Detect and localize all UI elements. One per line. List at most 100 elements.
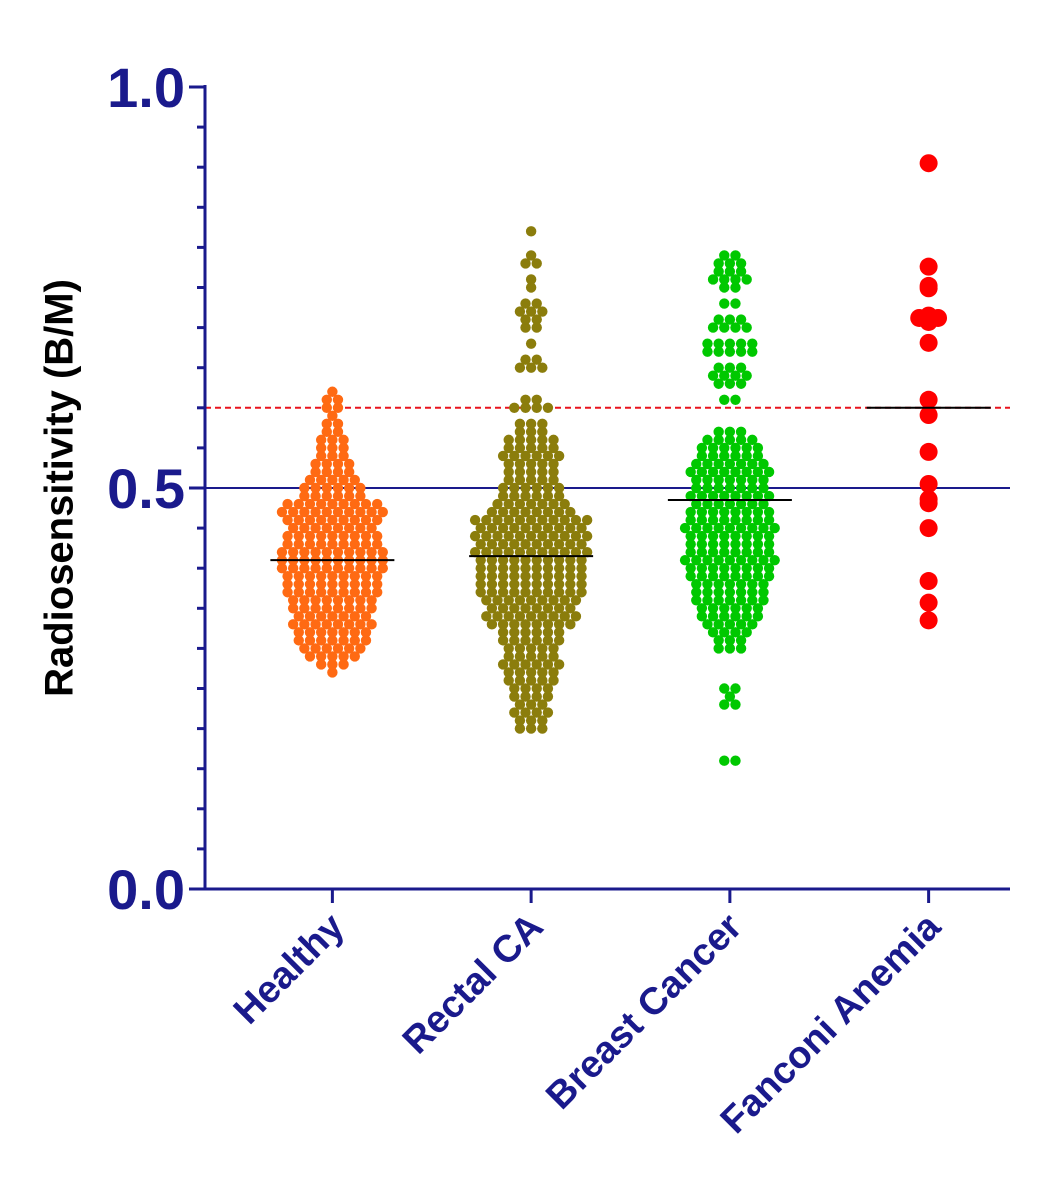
data-point: [735, 338, 747, 349]
data-point: [537, 458, 548, 470]
data-point: [497, 563, 509, 574]
data-point: [332, 643, 344, 654]
data-point: [537, 715, 548, 726]
data-point: [338, 611, 349, 622]
data-point: [520, 450, 531, 462]
data-point: [565, 619, 576, 630]
data-point: [366, 595, 377, 606]
data-point: [735, 362, 747, 373]
data-point: [299, 506, 310, 518]
data-point: [730, 530, 741, 542]
data-point: [542, 571, 554, 582]
data-point: [360, 579, 372, 590]
data-point: [758, 579, 769, 590]
data-point: [531, 579, 542, 590]
data-point: [327, 659, 338, 670]
data-point: [525, 442, 537, 454]
data-point: [475, 587, 486, 598]
data-point: [542, 707, 554, 718]
data-point: [514, 458, 526, 470]
data-point: [581, 546, 593, 558]
data-point: [371, 587, 383, 598]
data-point: [371, 579, 383, 590]
data-point: [553, 659, 565, 670]
data-point: [741, 490, 752, 502]
data-point: [315, 450, 327, 462]
data-point: [531, 603, 542, 614]
data-point: [355, 546, 366, 558]
data-point: [730, 394, 741, 405]
data-point: [747, 474, 758, 486]
data-point: [919, 257, 938, 276]
data-point: [503, 667, 514, 678]
data-point: [747, 619, 758, 630]
data-point: [486, 571, 498, 582]
data-point: [497, 619, 509, 630]
y-tick-label: 0.5: [107, 457, 185, 520]
data-point: [304, 579, 316, 590]
data-point: [531, 619, 542, 630]
data-point: [299, 643, 310, 654]
data-point: [299, 619, 310, 630]
data-point: [531, 683, 542, 694]
data-point: [576, 538, 587, 550]
data-point: [747, 458, 758, 470]
data-point: [679, 522, 691, 534]
data-point: [486, 538, 498, 550]
data-point: [514, 699, 526, 710]
data-point: [730, 538, 741, 550]
data-point: [542, 659, 554, 670]
data-point: [310, 619, 321, 630]
data-point: [548, 530, 559, 542]
data-point: [537, 667, 548, 678]
data-point: [719, 506, 730, 518]
data-point: [525, 611, 537, 622]
data-point: [758, 554, 769, 566]
data-point: [276, 546, 288, 558]
data-point: [509, 571, 520, 582]
data-point: [503, 611, 514, 622]
data-point: [730, 683, 741, 694]
data-point: [525, 498, 537, 510]
data-point: [559, 611, 570, 622]
data-point: [338, 474, 349, 486]
data-point: [548, 595, 559, 606]
data-point: [514, 474, 526, 486]
data-point: [338, 651, 349, 662]
data-point: [752, 450, 764, 462]
data-point: [492, 514, 503, 526]
x-tick-label: Fanconi Anemia: [713, 905, 950, 1142]
data-point: [304, 587, 316, 598]
data-point: [691, 595, 702, 606]
data-point: [719, 490, 730, 502]
data-point: [735, 595, 747, 606]
data-point: [691, 522, 702, 534]
data-point: [531, 707, 542, 718]
data-point: [707, 611, 719, 622]
data-point: [570, 514, 582, 526]
data-point: [919, 442, 938, 461]
data-point: [553, 522, 565, 534]
data-point: [360, 498, 372, 510]
data-point: [719, 755, 730, 766]
data-point: [315, 611, 327, 622]
data-point: [531, 258, 542, 269]
data-point: [293, 538, 304, 550]
data-point: [520, 659, 531, 670]
data-point: [514, 426, 526, 438]
data-point: [719, 683, 730, 694]
data-point: [531, 354, 542, 365]
data-point: [475, 538, 486, 550]
data-point: [360, 627, 372, 638]
data-point: [559, 498, 570, 510]
data-point: [531, 322, 542, 333]
data-point: [730, 322, 741, 333]
data-point: [338, 579, 349, 590]
data-point: [509, 579, 520, 590]
data-point: [741, 603, 752, 614]
data-point: [310, 482, 321, 494]
data-point: [696, 450, 708, 462]
data-point: [497, 490, 509, 502]
data-point: [752, 611, 764, 622]
data-point: [327, 627, 338, 638]
